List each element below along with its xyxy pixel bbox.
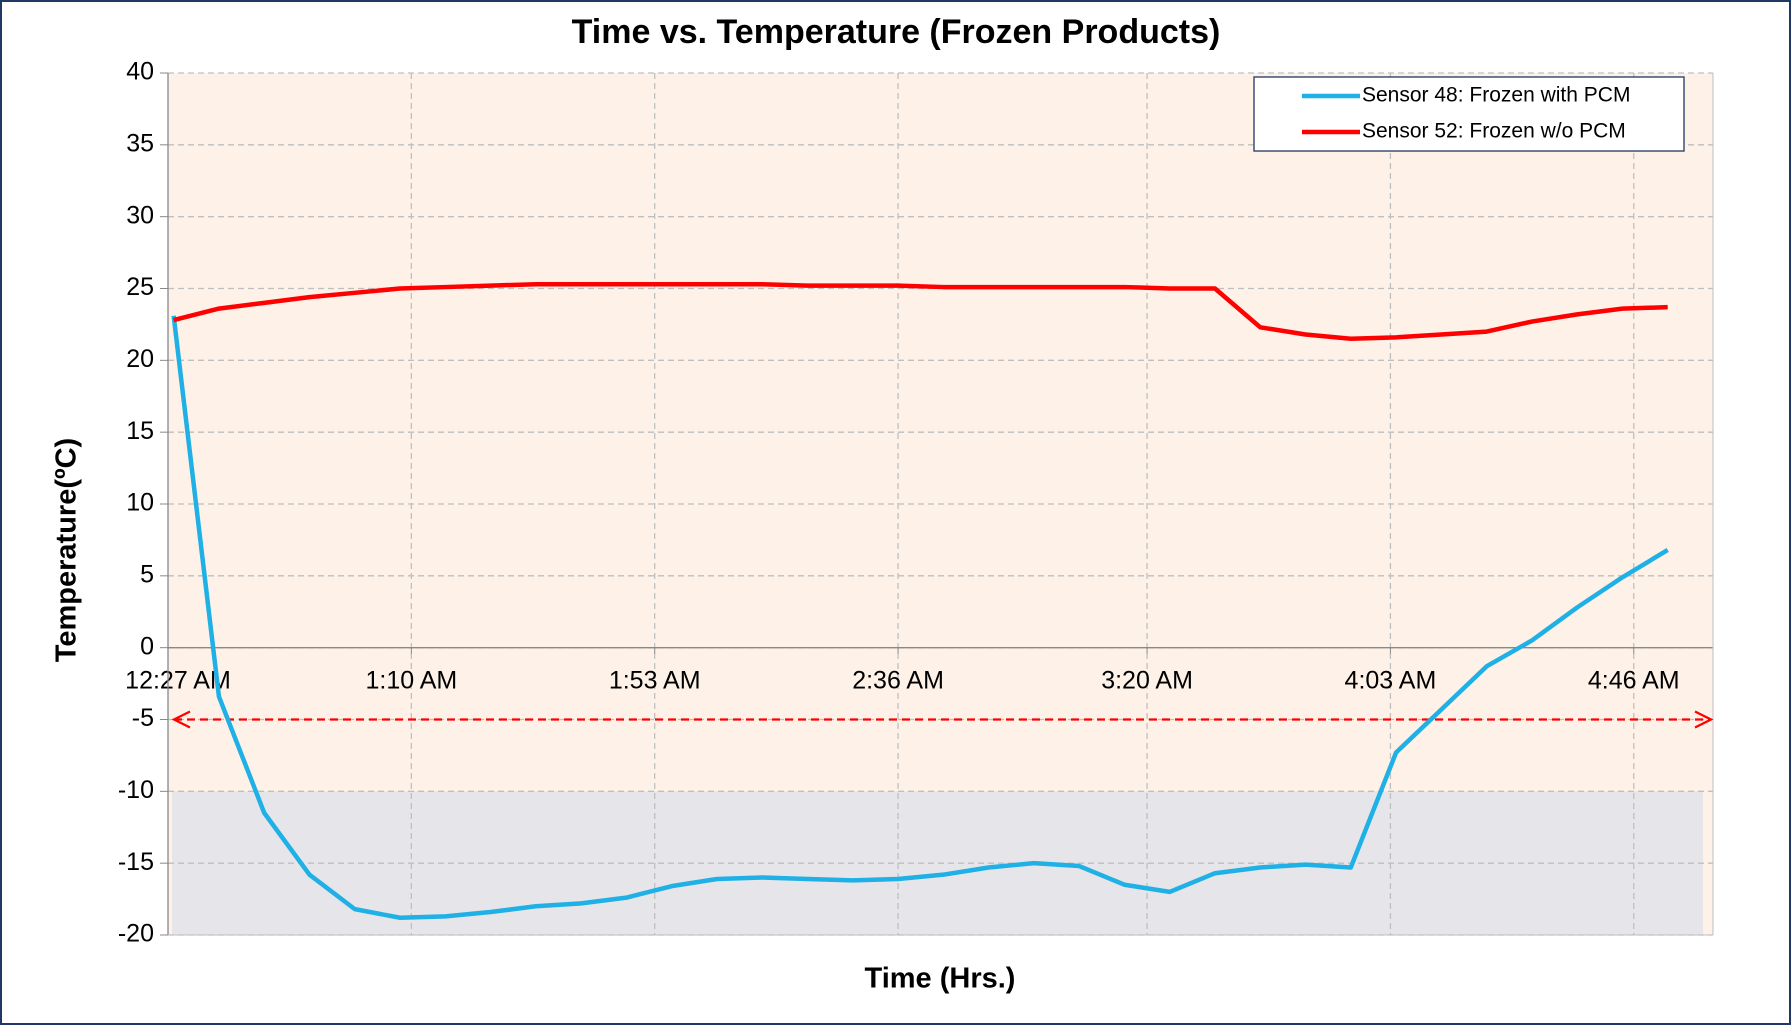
shaded-range bbox=[172, 791, 1703, 935]
x-tick-label: 3:20 AM bbox=[1101, 666, 1193, 694]
series-line bbox=[173, 281, 1668, 342]
chart-title: Time vs. Temperature (Frozen Products) bbox=[572, 13, 1221, 51]
series-line bbox=[171, 315, 1669, 921]
x-tick-label: 1:10 AM bbox=[365, 666, 457, 694]
y-tick-label: -10 bbox=[118, 776, 154, 804]
y-tick-label: -20 bbox=[118, 920, 154, 948]
y-tick-label: -5 bbox=[132, 704, 154, 732]
y-tick-label: 5 bbox=[140, 560, 154, 588]
x-tick-label: 4:03 AM bbox=[1345, 666, 1437, 694]
y-tick-label: 40 bbox=[126, 58, 154, 86]
legend-label: Sensor 52: Frozen w/o PCM bbox=[1362, 120, 1626, 143]
x-tick-label: 12:27 AM bbox=[125, 666, 231, 694]
x-tick-label: 1:53 AM bbox=[609, 666, 701, 694]
x-tick-label: 4:46 AM bbox=[1588, 666, 1680, 694]
arrow-head bbox=[171, 710, 191, 729]
legend-label: Sensor 48: Frozen with PCM bbox=[1362, 84, 1630, 107]
y-tick-label: 20 bbox=[126, 345, 154, 373]
x-tick-label: 2:36 AM bbox=[852, 666, 944, 694]
y-axis-title: Temperature(ºC) bbox=[51, 438, 83, 662]
x-axis-title: Time (Hrs.) bbox=[865, 963, 1016, 995]
y-tick-label: 10 bbox=[126, 489, 154, 517]
y-tick-label: 15 bbox=[126, 417, 154, 445]
arrow-head bbox=[1694, 710, 1714, 729]
y-tick-label: 0 bbox=[140, 632, 154, 660]
y-tick-label: 35 bbox=[126, 129, 154, 157]
y-tick-label: 30 bbox=[126, 201, 154, 229]
y-tick-label: 25 bbox=[126, 273, 154, 301]
legend bbox=[1253, 76, 1685, 152]
y-tick-label: -15 bbox=[118, 848, 154, 876]
